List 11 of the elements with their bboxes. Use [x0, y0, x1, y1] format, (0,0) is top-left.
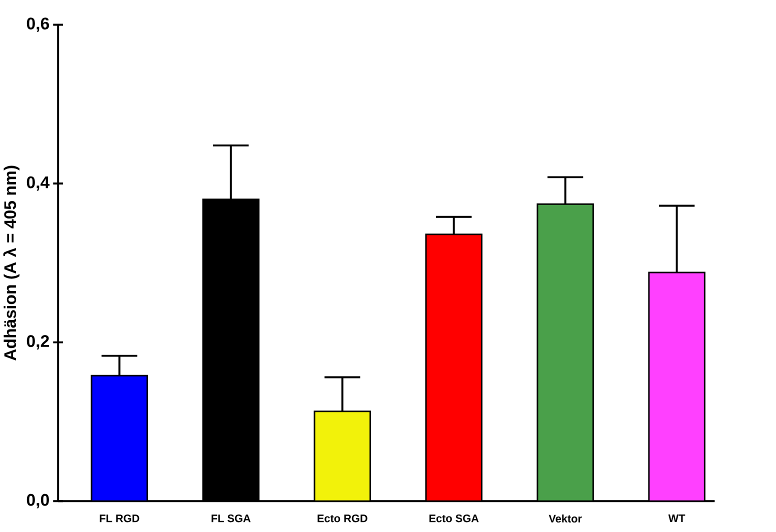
x-tick-label: FL RGD: [100, 514, 140, 522]
x-tick-label: WT: [668, 514, 686, 522]
y-tick-label: 0,4: [26, 176, 50, 191]
x-tick-label: Ecto SGA: [429, 514, 479, 522]
x-tick-label: Ecto RGD: [318, 514, 368, 522]
y-tick-label: 0,2: [26, 335, 49, 350]
x-tick-label: FL SGA: [212, 514, 251, 522]
x-tick-label: Vektor: [548, 514, 582, 523]
y-tick-label: 0,6: [26, 18, 50, 32]
y-axis-title: Adhäsion (A λ = 405 nm): [3, 166, 20, 361]
y-tick-label: 0,0: [26, 494, 49, 508]
